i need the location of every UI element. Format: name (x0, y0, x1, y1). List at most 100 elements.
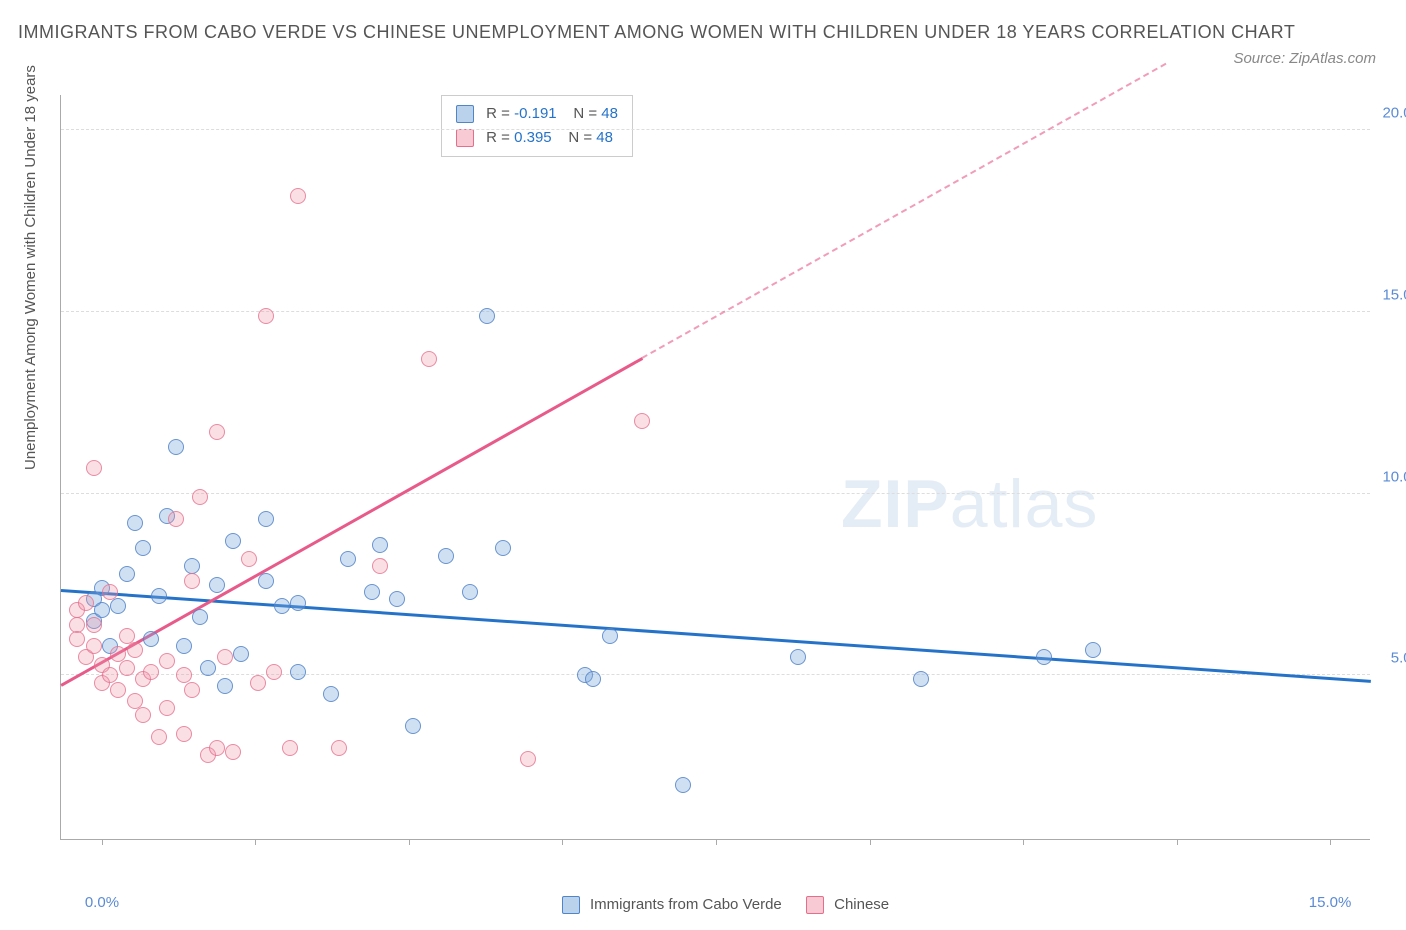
swatch-pink-icon (806, 896, 824, 914)
data-point (225, 533, 241, 549)
x-tick-label: 15.0% (1309, 894, 1352, 911)
data-point (209, 424, 225, 440)
data-point (192, 489, 208, 505)
series-legend: Immigrants from Cabo Verde Chinese (61, 896, 1370, 914)
data-point (250, 675, 266, 691)
data-point (200, 660, 216, 676)
data-point (634, 413, 650, 429)
data-point (258, 573, 274, 589)
data-point (119, 628, 135, 644)
legend-label-pink: Chinese (834, 896, 889, 913)
chart-title: IMMIGRANTS FROM CABO VERDE VS CHINESE UN… (18, 18, 1306, 47)
data-point (86, 617, 102, 633)
data-point (479, 308, 495, 324)
data-point (266, 664, 282, 680)
correlation-legend: R = -0.191 N = 48 R = 0.395 N = 48 (441, 95, 633, 157)
x-tick (255, 839, 256, 845)
data-point (290, 664, 306, 680)
swatch-pink-icon (456, 129, 474, 147)
swatch-blue-icon (456, 105, 474, 123)
data-point (372, 537, 388, 553)
n-value-pink: 48 (596, 129, 613, 146)
data-point (159, 700, 175, 716)
data-point (438, 548, 454, 564)
data-point (585, 671, 601, 687)
data-point (176, 638, 192, 654)
data-point (176, 667, 192, 683)
plot-area: R = -0.191 N = 48 R = 0.395 N = 48 ZIPat… (60, 95, 1370, 840)
data-point (520, 751, 536, 767)
data-point (364, 584, 380, 600)
data-point (258, 308, 274, 324)
data-point (790, 649, 806, 665)
data-point (241, 551, 257, 567)
data-point (127, 642, 143, 658)
data-point (159, 653, 175, 669)
data-point (462, 584, 478, 600)
data-point (110, 646, 126, 662)
data-point (168, 511, 184, 527)
r-value-blue: -0.191 (514, 105, 557, 122)
data-point (274, 598, 290, 614)
data-point (1085, 642, 1101, 658)
data-point (282, 740, 298, 756)
n-value-blue: 48 (601, 105, 618, 122)
data-point (86, 460, 102, 476)
data-point (135, 707, 151, 723)
x-tick (562, 839, 563, 845)
data-point (127, 515, 143, 531)
data-point (151, 729, 167, 745)
watermark-bold: ZIP (841, 466, 950, 542)
legend-row-blue: R = -0.191 N = 48 (456, 102, 618, 126)
data-point (119, 566, 135, 582)
watermark-light: atlas (950, 466, 1099, 542)
data-point (1036, 649, 1052, 665)
data-point (290, 595, 306, 611)
data-point (119, 660, 135, 676)
data-point (184, 682, 200, 698)
n-label: N = (568, 129, 592, 146)
gridline (61, 129, 1370, 130)
x-tick (870, 839, 871, 845)
data-point (209, 577, 225, 593)
data-point (331, 740, 347, 756)
legend-label-blue: Immigrants from Cabo Verde (590, 896, 782, 913)
data-point (290, 188, 306, 204)
data-point (340, 551, 356, 567)
data-point (110, 598, 126, 614)
data-point (233, 646, 249, 662)
data-point (102, 584, 118, 600)
data-point (86, 638, 102, 654)
x-tick (409, 839, 410, 845)
source-attribution: Source: ZipAtlas.com (1233, 50, 1376, 67)
r-label: R = (486, 129, 510, 146)
data-point (143, 631, 159, 647)
x-tick-label: 0.0% (85, 894, 119, 911)
data-point (405, 718, 421, 734)
x-tick (1330, 839, 1331, 845)
data-point (135, 540, 151, 556)
x-tick (1023, 839, 1024, 845)
trend-line (642, 63, 1167, 359)
data-point (168, 439, 184, 455)
swatch-blue-icon (562, 896, 580, 914)
data-point (143, 664, 159, 680)
data-point (372, 558, 388, 574)
r-label: R = (486, 105, 510, 122)
x-tick (102, 839, 103, 845)
r-value-pink: 0.395 (514, 129, 552, 146)
data-point (495, 540, 511, 556)
data-point (151, 588, 167, 604)
y-tick-label: 15.0% (1382, 287, 1406, 304)
data-point (602, 628, 618, 644)
data-point (78, 595, 94, 611)
data-point (389, 591, 405, 607)
y-tick-label: 10.0% (1382, 468, 1406, 485)
data-point (217, 649, 233, 665)
trend-line (61, 589, 1371, 682)
data-point (258, 511, 274, 527)
data-point (225, 744, 241, 760)
n-label: N = (573, 105, 597, 122)
data-point (209, 740, 225, 756)
gridline (61, 493, 1370, 494)
